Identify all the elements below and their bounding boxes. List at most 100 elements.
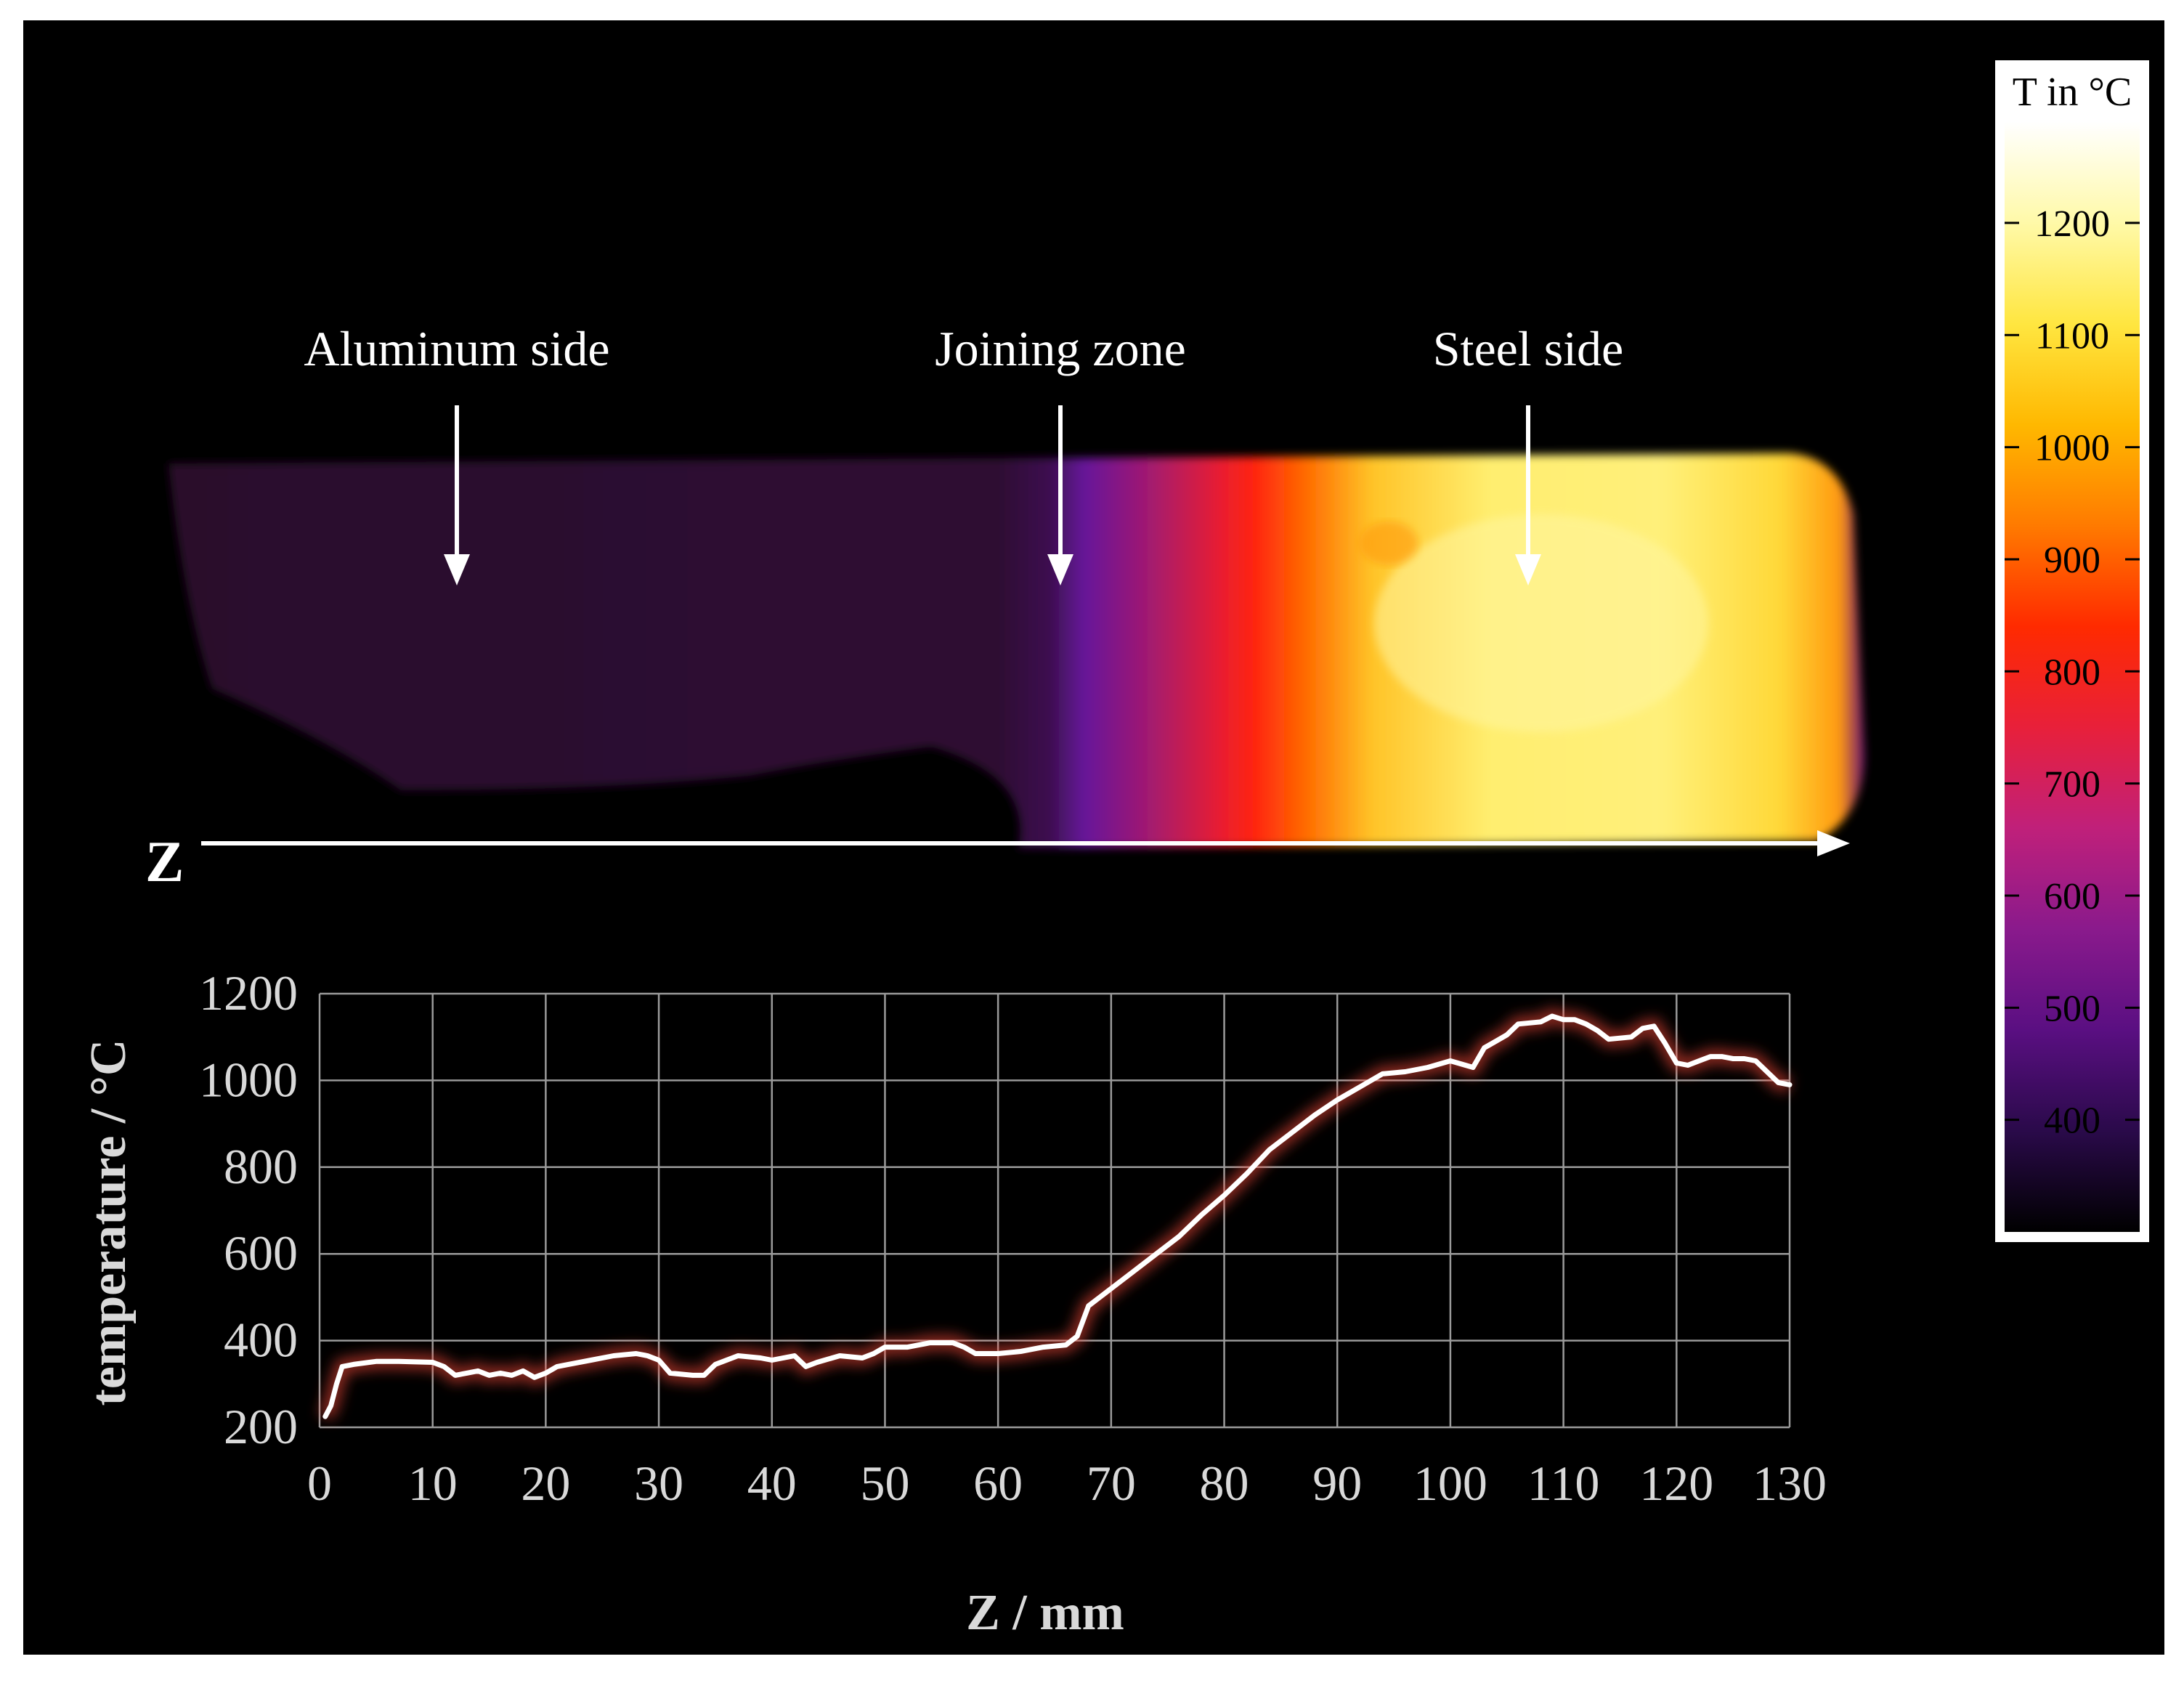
series-point [373, 1359, 378, 1364]
series-point [475, 1368, 480, 1374]
steel-hot-spot [1374, 514, 1708, 732]
series-point [690, 1373, 695, 1378]
series-point [633, 1351, 638, 1356]
series-point [396, 1359, 401, 1364]
series-point [1504, 1032, 1509, 1037]
series-point [882, 1345, 888, 1350]
series-point [803, 1364, 808, 1369]
colorbar-tick-label: 1100 [2035, 315, 2109, 357]
colorbar-ticks: 1200 1100 1000 900 800 700 600 500 400 [2005, 203, 2140, 1142]
colorbar-title: T in °C [2013, 70, 2132, 115]
series-point [1708, 1054, 1713, 1059]
series-point [442, 1364, 447, 1369]
series-point [1312, 1113, 1318, 1118]
y-tick-label: 1000 [199, 1052, 298, 1107]
series-point [905, 1345, 910, 1350]
series-point [927, 1340, 933, 1345]
series-point [334, 1382, 339, 1387]
series-point [860, 1355, 865, 1360]
series-point [713, 1362, 718, 1367]
series-point [611, 1353, 616, 1358]
y-tick-label: 400 [224, 1313, 298, 1368]
series-point [1538, 1019, 1543, 1024]
series-point [351, 1362, 356, 1367]
series-point [1244, 1171, 1249, 1176]
series-point [657, 1358, 662, 1363]
series-point [1448, 1058, 1453, 1063]
series-point [1063, 1342, 1068, 1347]
series-point [322, 1414, 328, 1419]
series-point [430, 1360, 435, 1365]
series-point [1154, 1252, 1159, 1257]
series-point [328, 1403, 333, 1408]
series-point [996, 1351, 1001, 1356]
series-point [1199, 1212, 1204, 1217]
series-point [1583, 1021, 1588, 1026]
series-point [1640, 1026, 1645, 1031]
series-point [554, 1364, 559, 1369]
y-tick-label: 1200 [199, 965, 298, 1021]
series-point [1471, 1065, 1476, 1070]
x-tick-label: 70 [1087, 1456, 1136, 1511]
y-tick-label: 200 [224, 1399, 298, 1454]
y-tick-labels: 200 400 600 800 1000 1200 [199, 965, 298, 1454]
series-point [1402, 1069, 1408, 1074]
series-point [1787, 1082, 1792, 1087]
colorbar-tick-label: 500 [2044, 988, 2100, 1029]
x-tick-label: 10 [408, 1456, 458, 1511]
series-point [1753, 1058, 1758, 1063]
y-tick-label: 800 [224, 1139, 298, 1194]
arrow-steel-head [1515, 554, 1541, 585]
series-point [340, 1364, 345, 1369]
colorbar-tick-label: 900 [2044, 540, 2100, 581]
series-point [1018, 1349, 1023, 1354]
annotation-steel-side: Steel side [1433, 321, 1624, 376]
temperature-chart: 200 400 600 800 1000 1200 0 10 20 30 40 50 60 70 80 90… [81, 965, 1827, 1641]
series-point [452, 1373, 458, 1378]
series-point [1075, 1334, 1080, 1339]
x-axis-title: Z / mm [966, 1585, 1124, 1641]
figure: Aluminum side Joining zone Steel side Z … [23, 20, 2164, 1655]
steel-warm-spot [1360, 522, 1418, 565]
series-point [1595, 1028, 1600, 1033]
x-tick-label: 110 [1527, 1456, 1599, 1511]
series-point [464, 1371, 469, 1376]
colorbar-tick-label: 600 [2044, 876, 2100, 917]
colorbar-tick-label: 700 [2044, 764, 2100, 806]
arrow-aluminum-head [444, 554, 470, 585]
series-point [1742, 1056, 1747, 1061]
x-tick-label: 50 [860, 1456, 909, 1511]
thermal-image [169, 453, 1864, 848]
series-point [1335, 1098, 1340, 1103]
series-point [1764, 1069, 1769, 1074]
x-tick-label: 20 [521, 1456, 570, 1511]
x-tick-label: 60 [973, 1456, 1023, 1511]
series-point [1380, 1071, 1385, 1076]
annotation-arrows [444, 405, 1541, 585]
x-tick-label: 130 [1753, 1456, 1827, 1511]
x-tick-label: 40 [747, 1456, 797, 1511]
series-points [322, 1014, 1792, 1419]
series-point [871, 1351, 876, 1356]
series-point [1041, 1345, 1046, 1350]
colorbar-tick-label: 800 [2044, 652, 2100, 693]
series-point [1685, 1063, 1690, 1068]
y-axis-title: temperature / °C [81, 1039, 137, 1406]
series-point [667, 1371, 673, 1376]
series-point [962, 1345, 967, 1350]
series-point [1731, 1056, 1736, 1061]
x-tick-label: 30 [634, 1456, 683, 1511]
series-point [1108, 1286, 1113, 1291]
series-point [1674, 1061, 1679, 1066]
series-point [1482, 1045, 1487, 1050]
series-point [1425, 1065, 1430, 1070]
series-point [769, 1358, 774, 1363]
series-point [1493, 1039, 1498, 1044]
series-point [1131, 1269, 1136, 1274]
figure-canvas: Aluminum side Joining zone Steel side Z … [81, 60, 2149, 1641]
colorbar: T in °C 1200 1100 1000 900 800 700 600 500 400 [1995, 60, 2149, 1242]
series-point [1652, 1023, 1657, 1029]
series-point [1222, 1193, 1227, 1198]
x-tick-label: 90 [1312, 1456, 1362, 1511]
series-point [792, 1353, 797, 1358]
